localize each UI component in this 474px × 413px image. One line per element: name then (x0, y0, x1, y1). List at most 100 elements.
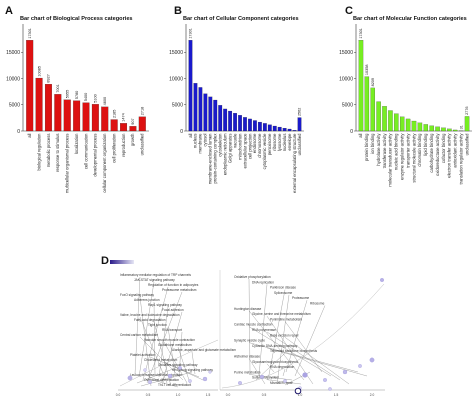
bar (267, 124, 272, 132)
category-label: mitochondrion (237, 133, 242, 160)
chart-title: Bar chart of Biological Process categori… (20, 16, 133, 22)
bar (218, 105, 223, 132)
y-tick-label: 5000 (172, 103, 183, 109)
bar (405, 118, 411, 132)
bar (101, 106, 109, 132)
y-tick-label: 0 (350, 129, 353, 135)
chart-title: Bar chart of Molecular Function categori… (353, 16, 467, 22)
axis-tick-label: 1.0 (298, 393, 303, 397)
connector-line (177, 346, 192, 387)
category-label: transferase activity (382, 133, 387, 169)
category-label: unclassified (140, 133, 145, 156)
bar-value-label: 1474 (122, 113, 126, 121)
bar (297, 117, 302, 132)
category-label: unclassified (297, 133, 302, 156)
bar (453, 129, 458, 132)
bar-value-label: 5780 (75, 91, 79, 99)
y-tick-label: 0 (17, 129, 20, 135)
axis-tick-label: 0.5 (262, 393, 267, 397)
connector-line (284, 321, 323, 373)
bar (44, 84, 52, 132)
bar (394, 113, 399, 132)
connector-line (248, 358, 266, 385)
connector-line (139, 316, 168, 384)
pathway-label: Platelet activation (130, 353, 155, 357)
connector-line (248, 278, 251, 373)
pathway-label: Terpenoid backbone biosynthesis (270, 349, 318, 353)
bar-value-label: 17301 (359, 28, 363, 39)
connector-line (267, 289, 286, 381)
connector-line (248, 310, 305, 381)
connector-line (167, 326, 176, 375)
category-label: chromosome (257, 133, 262, 158)
connector-line (266, 363, 275, 373)
connector-line (142, 286, 169, 381)
y-tick-label: 10000 (339, 76, 353, 82)
pathway-label: Proteasome (292, 296, 309, 300)
pathway-label: Pyrimidine metabolism (270, 317, 302, 321)
pathway-label: Spliceosome (274, 291, 292, 295)
bar (138, 116, 146, 132)
axis-tick-label: 0.5 (146, 393, 151, 397)
category-label: localization (74, 133, 79, 154)
bar (411, 120, 417, 132)
connector-line (191, 351, 196, 375)
network-node (283, 379, 287, 383)
curve-line (119, 339, 219, 387)
bar (238, 115, 242, 132)
pathway-label: Glycosaminoglycan biosynthesis (252, 360, 298, 364)
pathway-label: Inflammatory mediator regulation of TRP … (120, 273, 191, 277)
bar (26, 40, 34, 132)
bar (464, 116, 470, 132)
category-label: membrane (198, 133, 203, 154)
category-label: endoplasmic reticulum (222, 133, 227, 175)
pathway-label: Glycine, serine and threonine metabolism (252, 312, 311, 316)
bar (382, 106, 387, 132)
axis-tick-label: 1.5 (334, 393, 339, 397)
category-label: cytoskeleton (218, 133, 223, 157)
y-tick-label: 10000 (169, 76, 183, 82)
bar (364, 76, 370, 132)
bar-value-label: 5100 (94, 94, 98, 102)
category-label: membrane-enclosed lumen (208, 133, 213, 184)
connector-line (266, 347, 368, 377)
network-panel-d: D 0.0 0.5 1.0 1.5 0.0 0.5 1.0 1.5 2.0 Inflammatory… (101, 255, 385, 397)
y-tick-label: 5000 (342, 103, 353, 109)
pathway-label: Sulfur relay system (252, 376, 279, 380)
bar (198, 87, 203, 132)
bar-value-label: 2718 (141, 107, 145, 115)
connector-line (148, 376, 165, 383)
category-label: reproduction (121, 133, 126, 157)
connector-line (163, 341, 188, 384)
bar-value-label: 2562 (298, 108, 302, 116)
category-label: cell projection (247, 133, 252, 159)
category-label: all (358, 133, 363, 137)
connector-line (136, 366, 179, 384)
bar (73, 100, 81, 132)
bar (287, 128, 292, 132)
connector-line (152, 379, 179, 388)
axis-tick-label: 1.5 (206, 393, 211, 397)
pathway-label: Purine metabolism (234, 370, 261, 374)
category-label: oxidoreductase activity (435, 133, 440, 176)
category-label: protein-containing complex (213, 133, 218, 184)
bar-value-label: 8927 (47, 74, 51, 82)
bar-value-label: 7001 (56, 84, 60, 92)
network-node (167, 373, 173, 379)
bar (248, 118, 252, 132)
pathway-label: RNA polymerase (252, 328, 276, 332)
panel-letter: B (174, 5, 182, 17)
pathway-label: Base excision repair (270, 333, 300, 337)
category-label: hydrolase activity (376, 133, 381, 166)
network-node (188, 379, 192, 383)
network-node (143, 368, 147, 372)
pathway-label: Rap1 signaling pathway (148, 303, 182, 307)
bar (272, 125, 277, 132)
chart-title: Bar chart of Cellular Component categori… (183, 16, 299, 22)
pathway-label: Oxidative phosphorylation (234, 275, 271, 279)
category-label: electron transfer activity (447, 133, 452, 178)
pathway-label: Tight junction (148, 323, 167, 327)
category-label: antioxidant activity (453, 133, 458, 168)
